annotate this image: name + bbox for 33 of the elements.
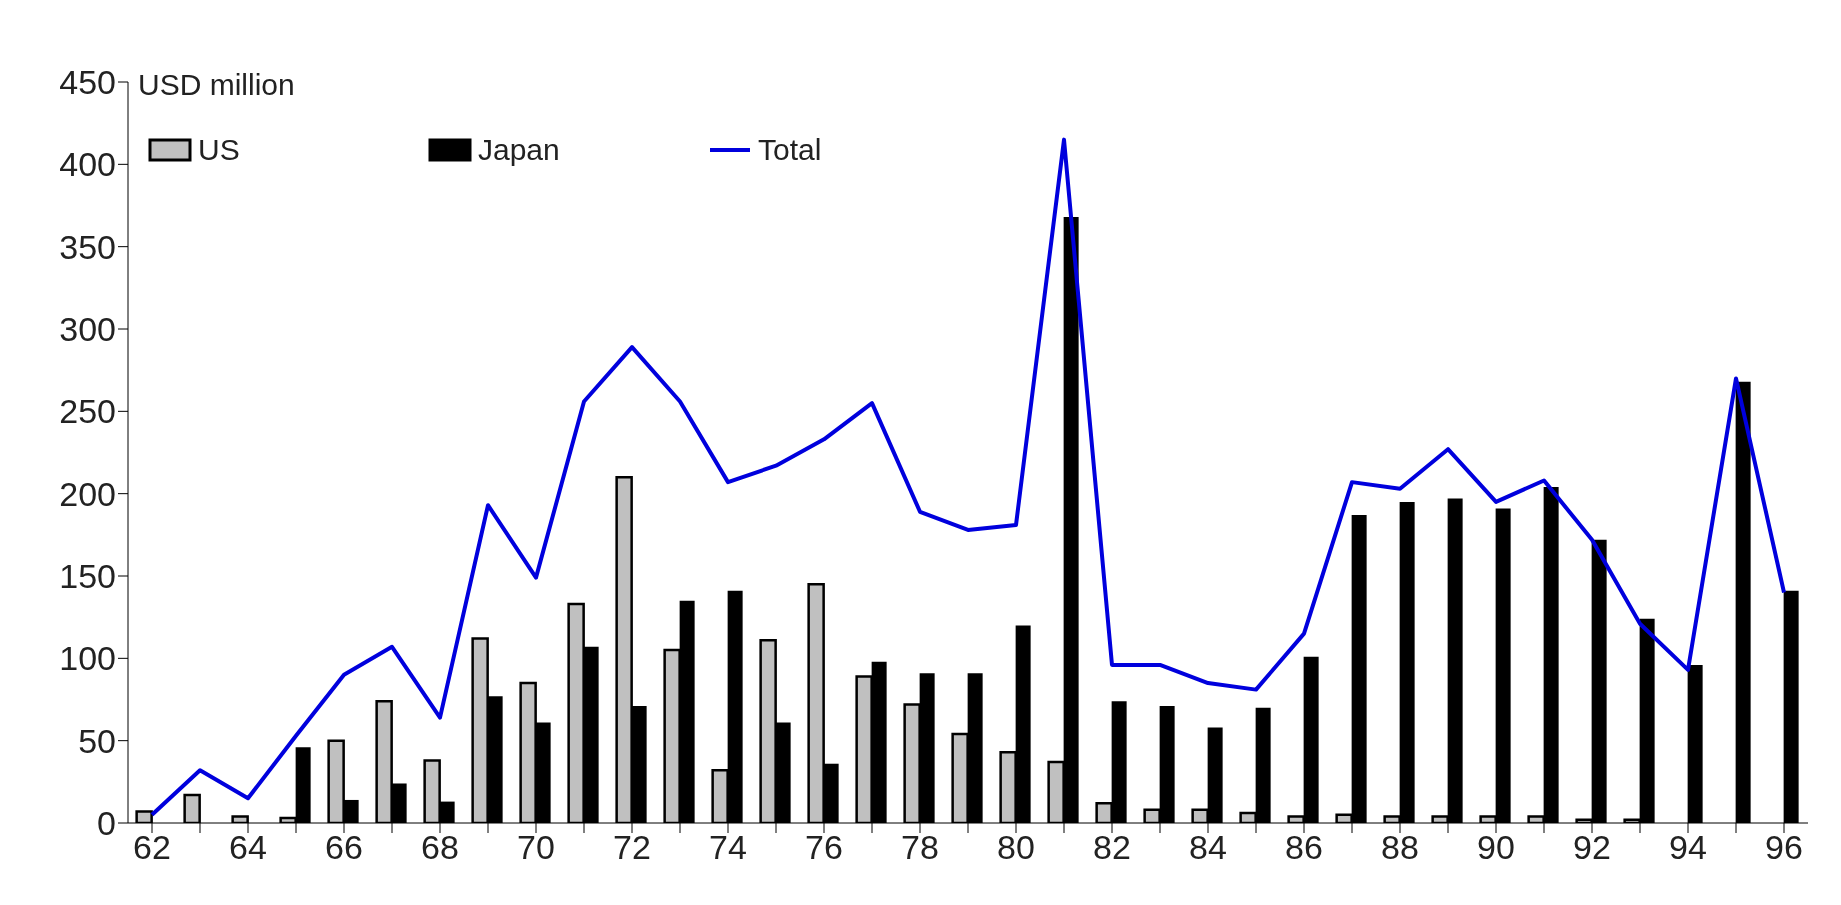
y-tick-label: 150 bbox=[59, 557, 116, 596]
y-tick-label: 250 bbox=[59, 392, 116, 431]
y-tick-label: 300 bbox=[59, 310, 116, 349]
legend-label: Japan bbox=[478, 133, 560, 167]
legend-label: Total bbox=[758, 133, 822, 167]
x-tick-label: 78 bbox=[901, 828, 939, 867]
x-tick-label: 94 bbox=[1669, 828, 1707, 867]
y-tick-label: 100 bbox=[59, 639, 116, 678]
x-tick-label: 86 bbox=[1285, 828, 1323, 867]
y-tick-label: 0 bbox=[97, 804, 116, 843]
x-tick-label: 70 bbox=[517, 828, 555, 867]
x-tick-label: 80 bbox=[997, 828, 1035, 867]
x-tick-label: 66 bbox=[325, 828, 363, 867]
y-tick-label: 400 bbox=[59, 145, 116, 184]
y-tick-label: 350 bbox=[59, 227, 116, 266]
x-tick-label: 64 bbox=[229, 828, 267, 867]
y-tick-label: 200 bbox=[59, 474, 116, 513]
line-series bbox=[150, 137, 1786, 817]
x-tick-label: 74 bbox=[709, 828, 747, 867]
x-tick-label: 62 bbox=[133, 828, 171, 867]
x-tick-label: 88 bbox=[1381, 828, 1419, 867]
x-tick-label: 68 bbox=[421, 828, 459, 867]
x-tick-label: 96 bbox=[1765, 828, 1803, 867]
y-axis-title: USD million bbox=[138, 68, 295, 102]
x-tick-label: 90 bbox=[1477, 828, 1515, 867]
legend-label: US bbox=[198, 133, 240, 167]
y-tick-label: 450 bbox=[59, 63, 116, 102]
x-tick-label: 82 bbox=[1093, 828, 1131, 867]
x-tick-label: 72 bbox=[613, 828, 651, 867]
x-tick-label: 92 bbox=[1573, 828, 1611, 867]
x-tick-label: 76 bbox=[805, 828, 843, 867]
x-tick-label: 84 bbox=[1189, 828, 1227, 867]
y-tick-label: 50 bbox=[78, 721, 116, 760]
